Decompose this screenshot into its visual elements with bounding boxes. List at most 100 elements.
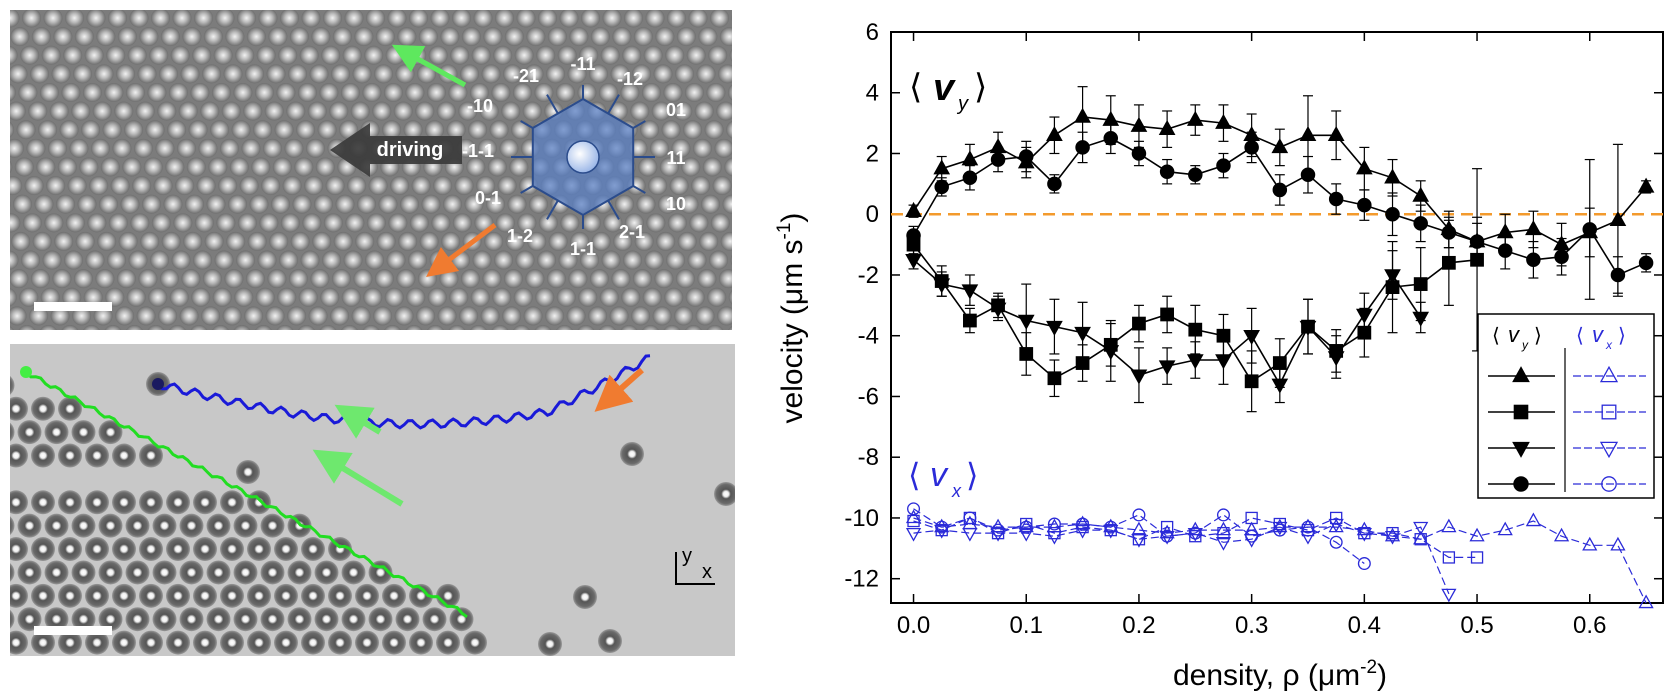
- lattice-particle: [67, 176, 87, 196]
- vx-point-triangle-up: [1074, 515, 1091, 530]
- cluster-particle: [44, 560, 69, 585]
- lattice-particle: [272, 157, 292, 177]
- lattice-particle: [298, 287, 318, 307]
- vx-point-triangle-up: [1638, 594, 1654, 609]
- lattice-particle: [132, 176, 152, 196]
- lattice-particle: [10, 326, 14, 330]
- lattice-particle: [538, 10, 557, 28]
- lattice-particle: [354, 27, 374, 47]
- vy-point-triangle-up: [1299, 125, 1317, 142]
- legend-header-vy: ⟨ v y ⟩: [1492, 322, 1542, 352]
- vy-point-circle: [1441, 225, 1457, 240]
- lattice-particle: [517, 213, 537, 233]
- lattice-particle: [54, 231, 74, 251]
- lattice-particle: [116, 269, 136, 289]
- lattice-particle: [43, 10, 63, 28]
- lattice-particle: [504, 27, 524, 47]
- lattice-particle: [280, 10, 299, 28]
- lattice-particle: [221, 101, 241, 121]
- lattice-particle: [458, 101, 478, 121]
- lattice-particle: [527, 231, 547, 251]
- cluster-particle: [58, 443, 82, 468]
- lattice-particle: [122, 157, 142, 177]
- lattice-particle: [97, 231, 117, 251]
- lattice-particle: [376, 231, 396, 251]
- lattice-particle: [169, 325, 186, 330]
- lattice-particle: [425, 120, 445, 140]
- cluster-particle: [125, 560, 150, 585]
- lattice-particle: [340, 82, 360, 102]
- cluster-particle: [341, 607, 366, 632]
- vy-point-circle: [1300, 167, 1316, 182]
- lattice-particle: [10, 306, 27, 326]
- lattice-particle: [599, 287, 619, 307]
- lattice-particle: [710, 10, 729, 28]
- lattice-particle: [168, 82, 188, 102]
- vx-point-triangle-down: [1187, 527, 1203, 542]
- lattice-particle: [10, 176, 23, 196]
- lattice-particle: [325, 176, 345, 196]
- vx-point-triangle-down: [1384, 530, 1401, 545]
- vy-point-triangle-up: [905, 201, 922, 217]
- cluster-particle: [10, 630, 28, 655]
- vy-point-circle: [1554, 249, 1569, 265]
- hexagon-spoke: [607, 200, 620, 220]
- lattice-particle: [416, 306, 436, 326]
- lattice-particle: [222, 306, 242, 326]
- lattice-particle: [622, 45, 642, 65]
- lattice-particle: [81, 120, 101, 140]
- legend: ⟨ v y ⟩ ⟨ v x ⟩: [1477, 313, 1655, 499]
- vy-point-triangle-up: [1609, 211, 1627, 227]
- lattice-particle: [173, 213, 193, 233]
- cluster-particle: [139, 443, 163, 468]
- cluster-particle: [71, 420, 96, 445]
- lattice-particle: [577, 325, 595, 330]
- vy-point-triangle-up: [1130, 116, 1148, 132]
- lattice-particle: [151, 213, 171, 233]
- lattice-particle: [18, 325, 36, 330]
- cluster-particle: [287, 560, 312, 585]
- vx-point-triangle-down: [1413, 521, 1429, 536]
- lattice-particle: [203, 27, 223, 47]
- lattice-particle: [65, 10, 84, 28]
- lattice-particle: [708, 45, 728, 65]
- y-tick-label: -12: [844, 566, 879, 593]
- cluster-particle: [17, 560, 42, 585]
- cluster-particle: [193, 630, 217, 655]
- lattice-particle: [188, 120, 208, 140]
- lattice-particle: [114, 101, 134, 121]
- lattice-particle: [480, 306, 500, 326]
- lattice-particle: [383, 82, 403, 102]
- lattice-particle: [126, 325, 143, 330]
- lattice-particle: [676, 27, 696, 47]
- lattice-particle: [266, 64, 286, 84]
- lattice-particle: [590, 27, 610, 47]
- lattice-particle: [11, 231, 31, 251]
- lattice-particle: [161, 231, 181, 251]
- legend-vy-marker-triangle-up: [1512, 366, 1530, 383]
- lattice-particle: [353, 269, 373, 289]
- cluster-particle: [220, 583, 244, 608]
- cluster-particle: [260, 513, 285, 538]
- lattice-particle: [333, 231, 353, 251]
- lattice-particle: [167, 120, 187, 140]
- lattice-particle: [341, 287, 361, 307]
- cluster-particle: [395, 607, 420, 632]
- cluster-particle: [139, 537, 163, 562]
- lattice-particle: [512, 82, 532, 102]
- vx-point-triangle-up: [1582, 536, 1598, 551]
- cluster-particle: [10, 609, 15, 629]
- lattice-particle: [301, 10, 321, 28]
- lattice-particle: [446, 120, 466, 140]
- lattice-particle: [375, 27, 395, 47]
- lattice-particle: [213, 45, 233, 65]
- cluster-particle: [206, 607, 231, 632]
- lattice-particle: [418, 27, 438, 47]
- vx-point-triangle-down: [1356, 527, 1372, 542]
- lattice-particle: [400, 194, 419, 214]
- lattice-particle: [34, 194, 54, 214]
- legend-vy-marker-triangle-down: [1512, 441, 1530, 458]
- lattice-particle: [149, 45, 169, 65]
- legend-vx-marker-triangle-down: [1599, 441, 1619, 459]
- cluster-particle: [341, 560, 366, 585]
